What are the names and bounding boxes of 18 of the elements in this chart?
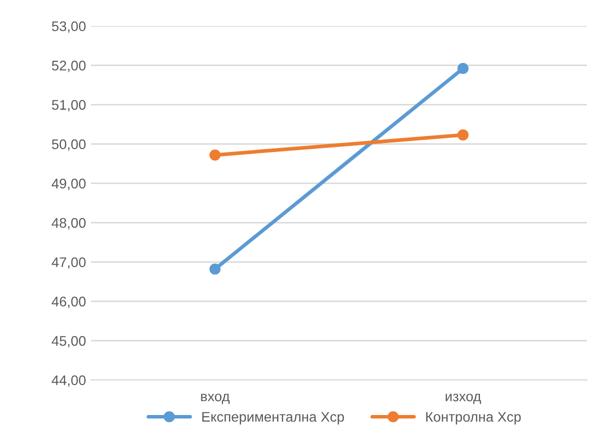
x-tick-label: изход: [446, 394, 481, 404]
y-tick-label: 48,00: [52, 218, 86, 230]
y-tick-label: 51,00: [52, 100, 86, 112]
legend-label: Контролна Хср: [426, 412, 521, 424]
y-tick-label: 50,00: [52, 139, 86, 151]
legend-label: Експериментална Хср: [202, 412, 344, 424]
y-tick-label: 45,00: [52, 336, 86, 348]
point: [457, 62, 469, 74]
y-tick-label: 53,00: [52, 21, 86, 33]
y-tick-label: 52,00: [52, 60, 86, 72]
y-tick-label: 46,00: [52, 296, 86, 308]
x-tick-label: вход: [201, 394, 230, 404]
y-tick-label: 44,00: [52, 375, 86, 387]
point: [209, 149, 221, 161]
y-tick-label: 47,00: [52, 257, 86, 269]
point: [209, 264, 221, 275]
y-tick-label: 49,00: [52, 178, 86, 190]
point: [457, 129, 469, 141]
